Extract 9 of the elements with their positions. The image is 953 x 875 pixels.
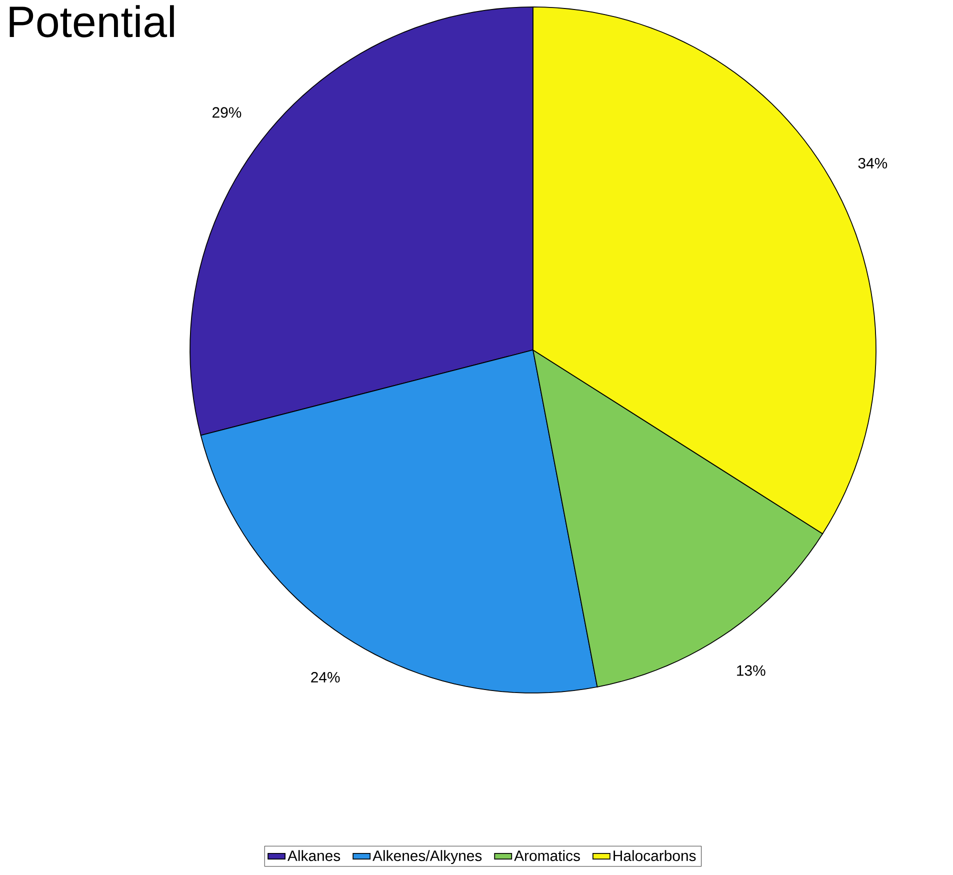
legend-label: Halocarbons xyxy=(614,850,696,862)
data-label: 34% xyxy=(858,158,888,169)
legend-label: Alkenes/Alkynes xyxy=(372,850,482,864)
data-label: 29% xyxy=(212,107,242,118)
legend-label: Alkanes xyxy=(288,850,340,862)
legend-label: Aromatics xyxy=(514,850,580,862)
data-label: 24% xyxy=(311,672,340,683)
data-label: 13% xyxy=(737,665,766,676)
chart-title: Potential xyxy=(10,5,174,38)
